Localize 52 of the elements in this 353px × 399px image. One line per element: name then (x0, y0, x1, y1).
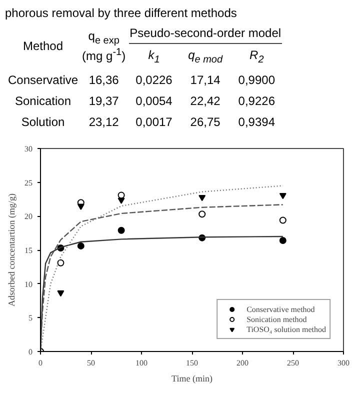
text: Pseudo-second-order model (128, 24, 282, 44)
text: R$_{2}$ (250, 48, 264, 66)
y-axis-title: Adsorbed concentartion (mg/g) (6, 194, 16, 306)
chart-title: phorous removal by three different methods (5, 5, 238, 22)
text: 0,0017 (134, 114, 174, 132)
legend-label: TiOSO₄ solution method (246, 324, 326, 334)
text: 19,37 (88, 93, 120, 110)
legend-label: Conservative method (246, 304, 315, 314)
point (118, 226, 125, 234)
x-axis-title: Time (min) (172, 374, 212, 384)
y-tick-label: 30 (24, 144, 32, 154)
y-tick-label: 20 (24, 212, 32, 222)
x-tick-label: 300 (338, 358, 350, 368)
text: Solution (20, 114, 66, 132)
text: q$_{e mod}$ (188, 48, 223, 66)
point (77, 242, 84, 250)
text: 0,9900 (237, 72, 276, 89)
x-tick-label: 100 (136, 358, 148, 368)
y-tick-label: 10 (24, 280, 32, 289)
point (279, 192, 286, 200)
text: q$_{e exp}$ (88, 29, 120, 47)
text: 26,75 (189, 114, 222, 132)
text: (mg g$^{-1}$) (82, 46, 126, 63)
text: Method (22, 38, 64, 55)
x-tick-label: 0 (38, 358, 42, 368)
y-tick-label: 15 (24, 246, 32, 255)
text: k$_{1}$ (148, 48, 160, 66)
point (198, 194, 206, 202)
text: 0,9394 (237, 114, 276, 132)
point (118, 198, 125, 204)
text: 0,9226 (237, 93, 276, 110)
text: Sonication (14, 93, 72, 110)
text: 16,36 (88, 72, 120, 89)
point (198, 210, 206, 218)
text: 17,14 (189, 72, 222, 89)
point (279, 237, 286, 244)
point (279, 216, 286, 224)
text: 0,0226 (134, 72, 174, 89)
point (77, 204, 84, 210)
text: 22,42 (189, 93, 222, 110)
text: 0,0054 (134, 93, 174, 110)
y-tick-label: 0 (28, 348, 32, 356)
x-tick-label: 250 (287, 358, 299, 368)
x-tick-label: 150 (186, 358, 198, 368)
text: Conservative (7, 72, 80, 89)
point (57, 259, 64, 266)
x-tick-label: 200 (236, 358, 248, 368)
y-tick-label: 25 (24, 178, 32, 188)
y-tick-label: 5 (28, 314, 32, 323)
x-tick-label: 50 (87, 358, 95, 368)
text: 23,12 (88, 114, 120, 132)
legend-label: Sonication method (246, 314, 307, 324)
